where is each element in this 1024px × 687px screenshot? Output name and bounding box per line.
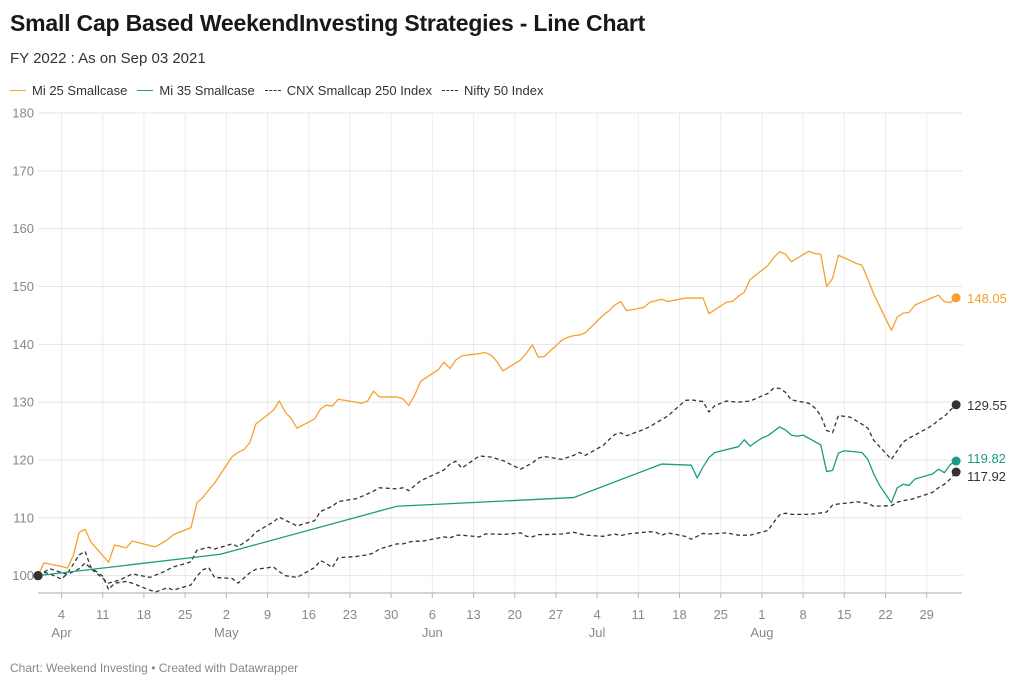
y-tick-label: 120 bbox=[12, 452, 34, 467]
y-tick-label: 150 bbox=[12, 279, 34, 294]
x-tick-label: 9 bbox=[264, 607, 271, 622]
x-tick-label: 11 bbox=[96, 607, 110, 622]
legend-item-mi35: Mi 35 Smallcase bbox=[137, 83, 255, 98]
x-tick-label: 4 bbox=[58, 607, 65, 622]
series-end-marker bbox=[951, 293, 961, 303]
chart-title: Small Cap Based WeekendInvesting Strateg… bbox=[10, 10, 646, 36]
x-tick-label: 18 bbox=[137, 607, 151, 622]
legend-item-mi25: Mi 25 Smallcase bbox=[10, 83, 127, 98]
series-line-3 bbox=[37, 471, 957, 593]
legend-item-nifty50: Nifty 50 Index bbox=[442, 83, 544, 98]
series-end-label: 119.82 bbox=[967, 451, 1006, 466]
x-tick-label: 6 bbox=[429, 607, 436, 622]
x-tick-label: 23 bbox=[343, 607, 357, 622]
y-tick-label: 180 bbox=[12, 106, 34, 121]
legend-label-mi25: Mi 25 Smallcase bbox=[32, 83, 128, 98]
series-line-1 bbox=[37, 426, 957, 577]
x-month-label: Jun bbox=[422, 625, 443, 640]
x-tick-label: 16 bbox=[301, 607, 315, 622]
series-end-marker bbox=[951, 467, 961, 477]
y-tick-label: 100 bbox=[12, 568, 34, 583]
chart-footer: Chart: Weekend Investing • Created with … bbox=[10, 661, 299, 675]
chart-legend: Mi 25 Smallcase Mi 35 Smallcase CNX Smal… bbox=[10, 83, 554, 98]
series-start-marker bbox=[33, 571, 43, 581]
x-tick-label: 15 bbox=[837, 607, 851, 622]
x-month-label: May bbox=[214, 625, 239, 640]
x-tick-label: 18 bbox=[672, 607, 686, 622]
series-end-label: 129.55 bbox=[967, 398, 1007, 413]
chart-subtitle: FY 2022 : As on Sep 03 2021 bbox=[10, 50, 206, 67]
legend-label-nifty50: Nifty 50 Index bbox=[464, 83, 544, 98]
x-month-label: Apr bbox=[51, 625, 72, 640]
series-end-label: 117.92 bbox=[967, 469, 1006, 484]
x-tick-label: 8 bbox=[799, 607, 806, 622]
y-tick-label: 140 bbox=[12, 337, 34, 352]
series-end-marker bbox=[951, 400, 961, 410]
x-tick-label: 2 bbox=[223, 607, 230, 622]
legend-swatch-nifty50 bbox=[442, 90, 458, 91]
x-month-label: Aug bbox=[750, 625, 773, 640]
x-tick-label: 13 bbox=[466, 607, 480, 622]
x-tick-label: 25 bbox=[713, 607, 727, 622]
x-tick-label: 4 bbox=[593, 607, 600, 622]
y-tick-label: 110 bbox=[13, 510, 34, 525]
legend-swatch-mi35 bbox=[137, 90, 154, 91]
y-tick-label: 170 bbox=[12, 163, 34, 178]
series-line-0 bbox=[37, 250, 957, 576]
x-tick-label: 30 bbox=[384, 607, 398, 622]
x-tick-label: 27 bbox=[549, 607, 563, 622]
legend-label-smallcap250: CNX Smallcap 250 Index bbox=[286, 83, 432, 98]
y-tick-label: 130 bbox=[12, 395, 34, 410]
legend-item-smallcap250: CNX Smallcap 250 Index bbox=[264, 83, 432, 98]
legend-swatch-smallcap250 bbox=[264, 90, 281, 91]
legend-label-mi35: Mi 35 Smallcase bbox=[159, 83, 255, 98]
x-tick-label: 25 bbox=[178, 607, 192, 622]
y-tick-label: 160 bbox=[12, 221, 34, 236]
series-end-marker bbox=[951, 456, 961, 466]
series-line-2 bbox=[37, 387, 957, 584]
x-month-label: Jul bbox=[589, 625, 606, 640]
legend-swatch-mi25 bbox=[10, 90, 26, 91]
x-tick-label: 1 bbox=[758, 607, 765, 622]
x-tick-label: 29 bbox=[919, 607, 933, 622]
x-tick-label: 20 bbox=[507, 607, 521, 622]
x-tick-label: 11 bbox=[632, 607, 646, 622]
x-tick-label: 22 bbox=[878, 607, 892, 622]
series-end-label: 148.05 bbox=[967, 291, 1007, 306]
